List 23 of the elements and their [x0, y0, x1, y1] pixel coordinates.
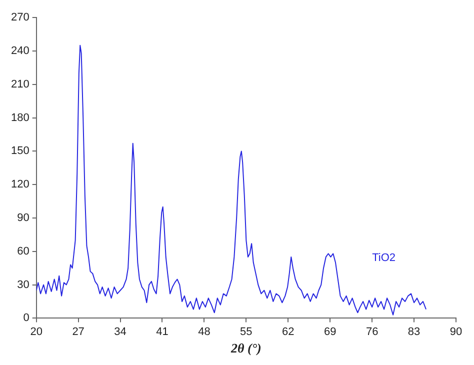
- y-tick-label: 270: [10, 12, 30, 24]
- x-tick-label: 83: [408, 326, 420, 338]
- x-tick-label: 34: [114, 326, 126, 338]
- y-tick-label: 0: [23, 312, 30, 324]
- y-tick-label: 90: [17, 212, 30, 224]
- y-tick-label: 30: [17, 278, 30, 291]
- y-tick-label: 240: [10, 45, 30, 58]
- x-tick-label: 62: [282, 326, 294, 338]
- text: TiO2: [372, 252, 396, 264]
- y-tick-label: 60: [17, 245, 30, 258]
- y-tick-label: 210: [10, 78, 30, 90]
- x-tick-label: 55: [240, 326, 252, 338]
- x-tick-label: 69: [324, 326, 336, 338]
- x-tick-label: 27: [72, 326, 84, 338]
- y-tick-label: 120: [10, 178, 30, 191]
- y-tick-label: 180: [10, 112, 30, 124]
- x-tick-label: 41: [156, 326, 168, 338]
- x-axis-title: 2θ (°): [230, 340, 262, 356]
- x-tick-label: 90: [450, 326, 462, 338]
- x-tick-label: 48: [198, 326, 210, 338]
- y-tick-label: 150: [10, 145, 30, 158]
- x-tick-label: 20: [30, 326, 42, 338]
- x-tick-label: 76: [366, 326, 378, 338]
